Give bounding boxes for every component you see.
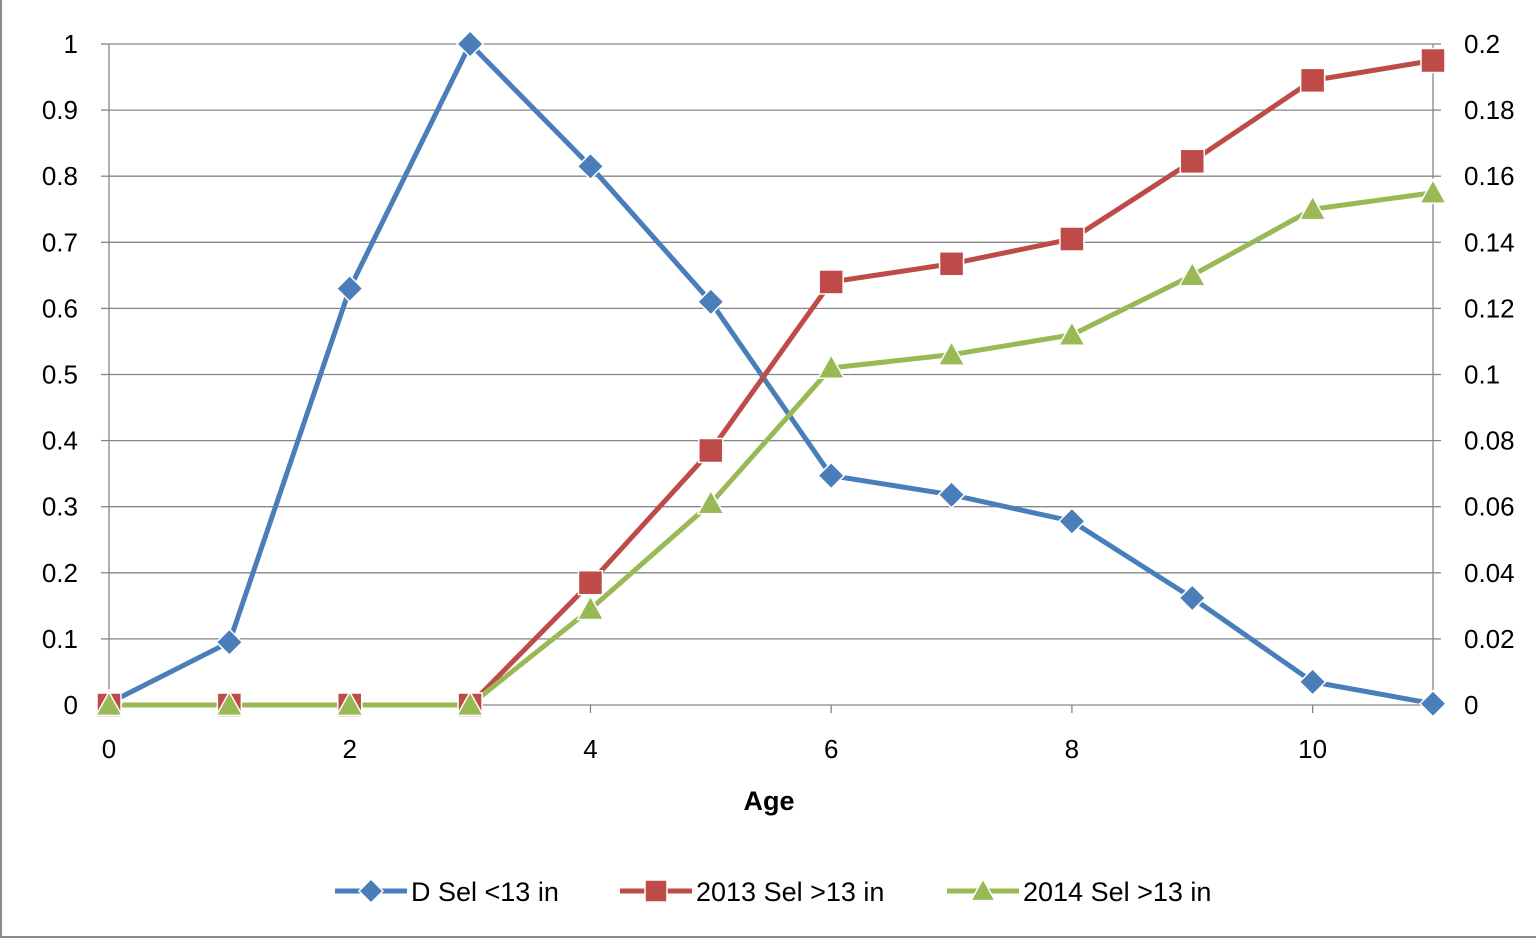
series-3-marker bbox=[576, 594, 605, 621]
series-lines bbox=[107, 41, 1434, 708]
series-1-marker bbox=[817, 461, 846, 490]
x-tick-label: 6 bbox=[824, 734, 838, 764]
left-tick-label: 0.7 bbox=[42, 227, 78, 257]
series-2-marker bbox=[1179, 148, 1206, 175]
series-3-marker bbox=[215, 690, 244, 717]
series-3-marker bbox=[937, 340, 966, 366]
left-tick-label: 0.6 bbox=[42, 293, 78, 323]
left-y-axis-tick-labels: 0 0.1 0.2 0.3 0.4 0.5 0.6 0.7 0.8 0.9 1 bbox=[42, 29, 78, 720]
series-2-marker bbox=[577, 569, 604, 596]
right-y-axis-tick-labels: 0 0.02 0.04 0.06 0.08 0.1 0.12 0.14 0.16 0.18 0.2 bbox=[1464, 29, 1515, 720]
x-tick-label: 10 bbox=[1298, 734, 1327, 764]
left-tick-label: 0.5 bbox=[42, 360, 78, 390]
left-tick-label: 0.8 bbox=[42, 161, 78, 191]
series-3-marker bbox=[455, 690, 485, 717]
series-1-marker bbox=[937, 480, 966, 509]
legend-marker bbox=[644, 879, 668, 903]
series-1-marker bbox=[335, 274, 364, 303]
series-1-marker bbox=[1298, 667, 1327, 696]
series-2-marker bbox=[1420, 47, 1446, 74]
legend-label: 2013 Sel >13 in bbox=[696, 877, 884, 907]
series-1-marker bbox=[1057, 507, 1086, 536]
right-tick-label: 0.14 bbox=[1464, 227, 1515, 257]
series-1-marker bbox=[1418, 689, 1448, 718]
left-tick-label: 0.3 bbox=[42, 492, 78, 522]
right-tick-label: 0.18 bbox=[1464, 95, 1515, 125]
series-2-marker bbox=[818, 269, 844, 295]
series-1-marker bbox=[215, 628, 244, 657]
legend-marker bbox=[357, 877, 385, 905]
series-3-marker bbox=[696, 488, 726, 515]
right-tick-label: 0.16 bbox=[1464, 161, 1515, 191]
x-tick-label: 4 bbox=[583, 734, 597, 764]
series-line-1 bbox=[107, 41, 1434, 707]
series-3-marker bbox=[335, 690, 365, 717]
left-tick-label: 0.9 bbox=[42, 95, 78, 125]
right-tick-label: 0.08 bbox=[1464, 426, 1515, 456]
legend-label: 2014 Sel >13 in bbox=[1023, 877, 1211, 907]
x-tick-label: 0 bbox=[102, 734, 116, 764]
right-tick-label: 0.1 bbox=[1464, 360, 1500, 390]
series-3-marker bbox=[1177, 260, 1207, 287]
x-axis-tick-labels: 0 2 4 6 8 10 bbox=[102, 734, 1327, 764]
series-1-marker bbox=[696, 287, 725, 316]
series-1-marker bbox=[576, 152, 605, 181]
x-tick-label: 2 bbox=[342, 734, 356, 764]
series-3-marker bbox=[1298, 194, 1327, 221]
right-tick-label: 0.2 bbox=[1464, 29, 1500, 59]
series-2-marker bbox=[1299, 67, 1326, 94]
x-tick-label: 8 bbox=[1065, 734, 1079, 764]
series-1-marker bbox=[456, 29, 485, 59]
left-tick-label: 1 bbox=[64, 29, 78, 59]
series-line-2 bbox=[109, 58, 1434, 708]
series-3-marker bbox=[1057, 320, 1087, 346]
legend-label: D Sel <13 in bbox=[411, 877, 559, 907]
series-markers bbox=[94, 29, 1448, 718]
left-tick-label: 0.2 bbox=[42, 558, 78, 588]
series-3-marker bbox=[94, 690, 124, 717]
right-tick-label: 0 bbox=[1464, 690, 1478, 720]
series-line-3 bbox=[109, 190, 1434, 708]
gridlines bbox=[109, 43, 1433, 640]
series-2-marker bbox=[698, 437, 724, 464]
series-3-marker bbox=[1418, 178, 1448, 204]
right-tick-label: 0.04 bbox=[1464, 558, 1515, 588]
legend: D Sel <13 in 2013 Sel >13 in 2014 Sel >13 … bbox=[335, 877, 1211, 907]
right-tick-label: 0.12 bbox=[1464, 293, 1515, 323]
series-2-marker bbox=[1059, 226, 1085, 252]
right-tick-label: 0.02 bbox=[1464, 624, 1515, 654]
series-2-marker bbox=[938, 251, 965, 277]
left-tick-label: 0.4 bbox=[42, 426, 78, 456]
left-tick-label: 0.1 bbox=[42, 624, 78, 654]
series-3-marker bbox=[816, 353, 846, 380]
left-tick-label: 0 bbox=[64, 690, 78, 720]
x-axis-title: Age bbox=[743, 786, 794, 816]
series-1-marker bbox=[1178, 583, 1207, 612]
axes bbox=[101, 43, 1441, 713]
legend-marker bbox=[969, 877, 997, 902]
right-tick-label: 0.06 bbox=[1464, 492, 1515, 522]
